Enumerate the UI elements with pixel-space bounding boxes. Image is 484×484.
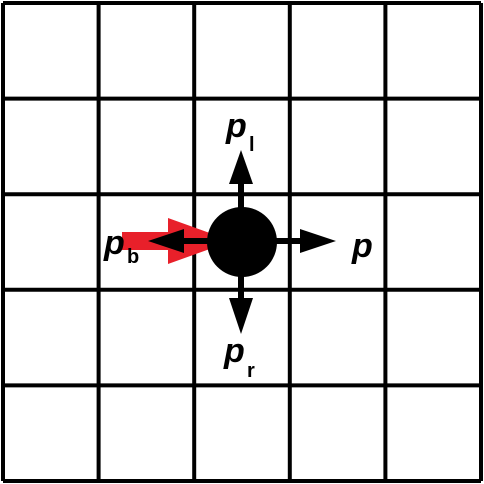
label-p-backward-subscript: b	[127, 246, 139, 268]
label-p-backward-symbol: p	[103, 224, 125, 262]
label-p-forward-symbol: p	[351, 227, 373, 265]
label-p-left-symbol: p	[225, 107, 247, 145]
label-p-forward: p	[351, 227, 373, 265]
label-p-left-subscript: l	[249, 134, 255, 156]
label-p-left: p	[225, 107, 247, 145]
particle	[207, 207, 277, 277]
label-p-right-symbol: p	[223, 332, 245, 370]
label-p-right: p	[223, 332, 245, 370]
label-p-right-subscript: r	[247, 360, 255, 382]
label-p-backward: p	[103, 224, 125, 262]
